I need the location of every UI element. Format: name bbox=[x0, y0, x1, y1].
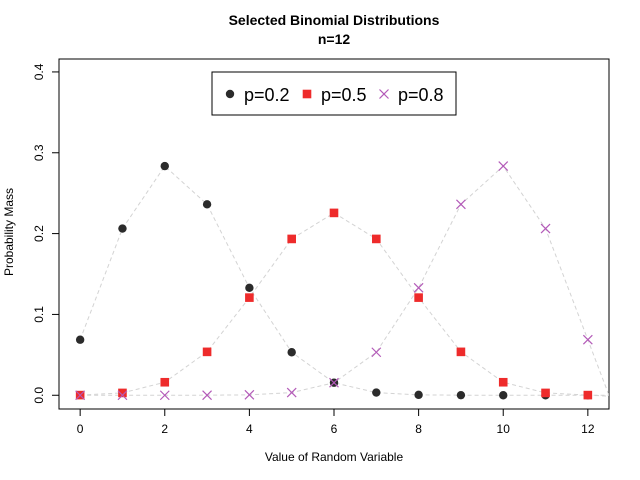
data-point bbox=[541, 388, 550, 398]
data-points bbox=[75, 161, 593, 401]
legend-box bbox=[211, 71, 457, 116]
legend: p=0.2 p=0.5 p=0.8 bbox=[211, 71, 457, 116]
x-tick-label: 10 bbox=[497, 422, 511, 436]
data-point bbox=[583, 390, 593, 400]
x-axis-label: Value of Random Variable bbox=[265, 450, 404, 464]
data-point bbox=[202, 200, 212, 209]
connector-line-p-0-2 bbox=[79, 165, 609, 396]
data-point bbox=[414, 293, 423, 302]
x-axis: 0 2 4 6 8 10 12 bbox=[77, 409, 595, 436]
legend-label: p=0.5 bbox=[321, 85, 367, 105]
y-tick-label: 0.3 bbox=[32, 144, 46, 161]
data-point bbox=[160, 161, 169, 171]
data-point bbox=[456, 390, 466, 400]
chart-title: Selected Binomial Distributions bbox=[229, 12, 440, 28]
y-axis: 0.0 0.1 0.2 0.3 0.4 bbox=[32, 63, 59, 404]
data-point bbox=[202, 347, 212, 357]
data-point bbox=[75, 335, 85, 344]
y-axis-label: Probability Mass bbox=[2, 188, 16, 276]
data-point bbox=[498, 377, 508, 387]
connector-line-p-0-5 bbox=[80, 212, 609, 397]
y-tick-label: 0.0 bbox=[32, 387, 46, 404]
data-point bbox=[159, 390, 170, 401]
legend-marker bbox=[302, 89, 312, 99]
y-tick-label: 0.4 bbox=[32, 63, 46, 80]
data-point bbox=[499, 391, 508, 400]
legend-marker bbox=[379, 89, 389, 99]
legend-marker bbox=[225, 89, 235, 99]
y-tick-label: 0.1 bbox=[32, 306, 46, 323]
chart-subtitle: n=12 bbox=[318, 31, 351, 47]
data-point bbox=[414, 390, 423, 400]
x-tick-label: 12 bbox=[581, 422, 595, 436]
data-point bbox=[329, 208, 339, 218]
data-point bbox=[160, 377, 170, 387]
data-point bbox=[371, 347, 382, 358]
data-point bbox=[372, 234, 381, 244]
data-point bbox=[75, 390, 86, 401]
data-point bbox=[582, 334, 593, 345]
x-tick-label: 6 bbox=[331, 422, 338, 436]
data-point bbox=[372, 388, 381, 397]
data-point bbox=[287, 234, 296, 244]
connector-lines bbox=[79, 165, 609, 397]
data-point bbox=[118, 224, 127, 233]
data-point bbox=[329, 377, 339, 388]
y-tick-label: 0.2 bbox=[32, 225, 46, 242]
data-point bbox=[456, 347, 466, 357]
legend-label: p=0.2 bbox=[244, 85, 290, 105]
data-point bbox=[245, 283, 254, 293]
data-point bbox=[455, 199, 466, 210]
legend-label: p=0.8 bbox=[398, 85, 444, 105]
data-point bbox=[498, 161, 509, 172]
x-tick-label: 2 bbox=[161, 422, 168, 436]
data-point bbox=[413, 282, 424, 293]
data-point bbox=[287, 348, 296, 357]
data-point bbox=[540, 223, 551, 234]
data-point bbox=[245, 293, 254, 302]
data-point bbox=[244, 389, 255, 400]
x-tick-label: 0 bbox=[77, 422, 84, 436]
x-tick-label: 8 bbox=[415, 422, 422, 436]
data-point bbox=[286, 387, 297, 398]
data-point bbox=[202, 390, 213, 401]
data-point bbox=[118, 388, 127, 398]
connector-line-p-0-8 bbox=[80, 165, 609, 397]
x-tick-label: 4 bbox=[246, 422, 253, 436]
data-point bbox=[117, 390, 128, 401]
